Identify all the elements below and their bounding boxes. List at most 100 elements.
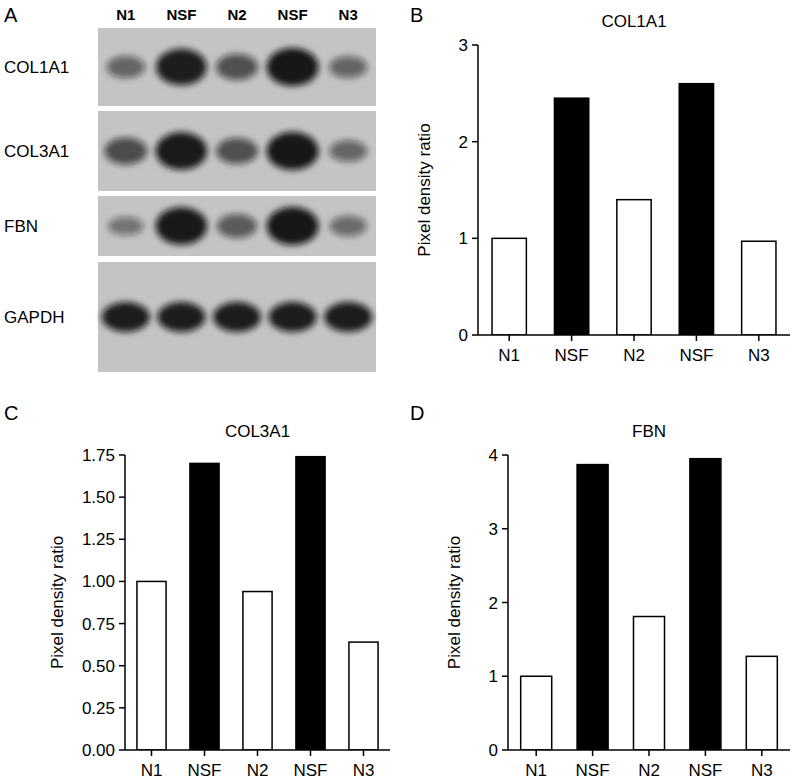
y-tick-label: 1.50 [82, 488, 115, 507]
lane-label: N3 [339, 6, 358, 23]
y-tick [119, 665, 125, 667]
band [217, 214, 257, 238]
band [157, 302, 205, 332]
x-tick-label: N1 [525, 761, 547, 780]
bar [190, 463, 219, 750]
x-tick-label: NSF [188, 761, 222, 780]
x-tick [571, 335, 573, 341]
x-tick [592, 750, 594, 756]
bar [690, 459, 721, 750]
row-label: COL3A1 [4, 142, 69, 161]
chart: CCOL3A1Pixel density ratio0.000.250.500.… [4, 402, 390, 780]
x-axis [508, 749, 790, 751]
x-tick-label: N2 [638, 761, 660, 780]
band [330, 216, 367, 236]
y-tick-label: 4 [489, 446, 498, 465]
y-tick-label: 1 [489, 667, 498, 686]
band [104, 138, 147, 165]
bar [742, 241, 776, 335]
band [269, 302, 317, 332]
band [156, 132, 207, 169]
y-tick-label: 3 [459, 36, 468, 55]
y-tick [119, 539, 125, 541]
x-tick [508, 335, 510, 341]
y-tick [502, 528, 508, 530]
band [267, 132, 319, 170]
lane-label: NSF [278, 6, 308, 23]
x-tick [363, 750, 365, 756]
x-tick [151, 750, 153, 756]
y-tick [119, 581, 125, 583]
y-axis-label: Pixel density ratio [48, 536, 67, 669]
blot-strip [98, 196, 376, 256]
x-tick-label: NSF [688, 761, 722, 780]
band [156, 49, 207, 86]
band [267, 48, 319, 86]
panel-label: C [4, 402, 18, 424]
y-tick-label: 2 [459, 133, 468, 152]
y-tick [472, 334, 478, 336]
x-axis [125, 749, 390, 751]
band [216, 138, 258, 164]
band [329, 140, 367, 162]
lane-label: N1 [116, 6, 135, 23]
y-tick [502, 749, 508, 751]
x-tick [696, 335, 698, 341]
y-tick [472, 141, 478, 143]
bar [633, 617, 664, 750]
x-tick [648, 750, 650, 756]
y-tick-label: 1.25 [82, 530, 115, 549]
y-axis [507, 455, 509, 750]
bar [554, 98, 588, 335]
x-axis [478, 334, 790, 336]
x-tick-label: N3 [748, 346, 770, 365]
x-tick [758, 335, 760, 341]
bar [349, 642, 378, 750]
bar [617, 200, 651, 335]
bar [296, 457, 325, 750]
y-tick-label: 0 [489, 741, 498, 760]
chart-title: COL3A1 [225, 422, 290, 441]
x-tick [310, 750, 312, 756]
y-tick [119, 496, 125, 498]
x-tick-label: N2 [247, 761, 269, 780]
x-tick-label: NSF [679, 346, 713, 365]
bar [137, 581, 166, 750]
bar [746, 656, 777, 750]
y-tick [502, 454, 508, 456]
y-tick-label: 0.25 [82, 699, 115, 718]
x-tick [535, 750, 537, 756]
x-tick-label: NSF [555, 346, 589, 365]
band [102, 302, 150, 332]
bar [679, 84, 713, 335]
y-tick-label: 0 [459, 326, 468, 345]
blot-strip [98, 28, 376, 106]
chart-title: COL1A1 [601, 12, 666, 31]
row-label: FBN [4, 217, 38, 236]
bar [492, 238, 526, 335]
chart-title: FBN [632, 422, 666, 441]
band [324, 302, 372, 332]
y-tick [472, 44, 478, 46]
x-tick [633, 335, 635, 341]
blot-strip [98, 111, 376, 191]
y-tick [472, 238, 478, 240]
band [156, 207, 208, 244]
bars [492, 84, 776, 335]
band [107, 56, 145, 78]
x-tick-label: NSF [294, 761, 328, 780]
y-tick [119, 749, 125, 751]
blot-strip [98, 262, 376, 372]
chart: DFBNPixel density ratio01234N1NSFN2NSFN3 [410, 402, 790, 780]
y-tick-label: 1 [459, 229, 468, 248]
band [216, 54, 258, 80]
y-tick [119, 454, 125, 456]
row-label: GAPDH [4, 308, 64, 327]
band [267, 207, 319, 245]
y-tick [502, 602, 508, 604]
bars [137, 457, 378, 750]
bar [243, 592, 272, 750]
lane-label: N2 [227, 6, 246, 23]
x-tick-label: NSF [576, 761, 610, 780]
y-tick [119, 707, 125, 709]
